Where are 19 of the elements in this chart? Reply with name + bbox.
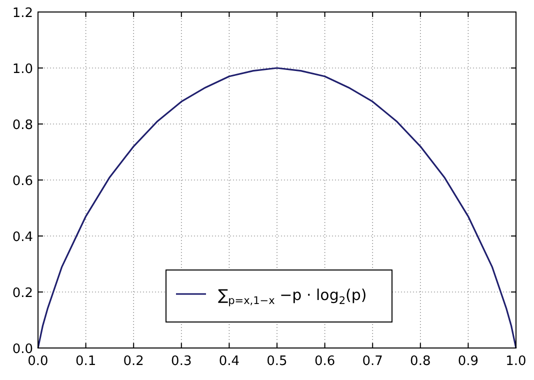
- x-tick-label: 0.6: [314, 354, 336, 369]
- x-tick-label: 0.5: [266, 354, 288, 369]
- x-tick-label: 0.4: [218, 354, 240, 369]
- y-tick-label: 0.6: [12, 174, 33, 189]
- x-tick-label: 0.7: [362, 354, 383, 369]
- y-tick-label: 1.0: [12, 62, 33, 77]
- x-tick-label: 0.2: [123, 354, 144, 369]
- x-tick-label: 0.8: [410, 354, 431, 369]
- x-tick-label: 1.0: [506, 354, 526, 369]
- x-tick-label: 0.9: [458, 354, 479, 369]
- x-tick-label: 0.1: [75, 354, 96, 369]
- y-tick-label: 0.8: [12, 118, 33, 133]
- x-tick-label: 0.3: [171, 354, 192, 369]
- line-series: [37, 67, 517, 349]
- y-tick-label: 0.2: [12, 286, 33, 301]
- x-tick-label: 0.0: [28, 354, 48, 369]
- legend-label: ∑$_{p=x,1−x}$ −p · log$_{2}$(p): [218, 286, 367, 307]
- y-tick-label: 1.2: [12, 6, 33, 21]
- y-tick-label: 0.4: [12, 230, 33, 245]
